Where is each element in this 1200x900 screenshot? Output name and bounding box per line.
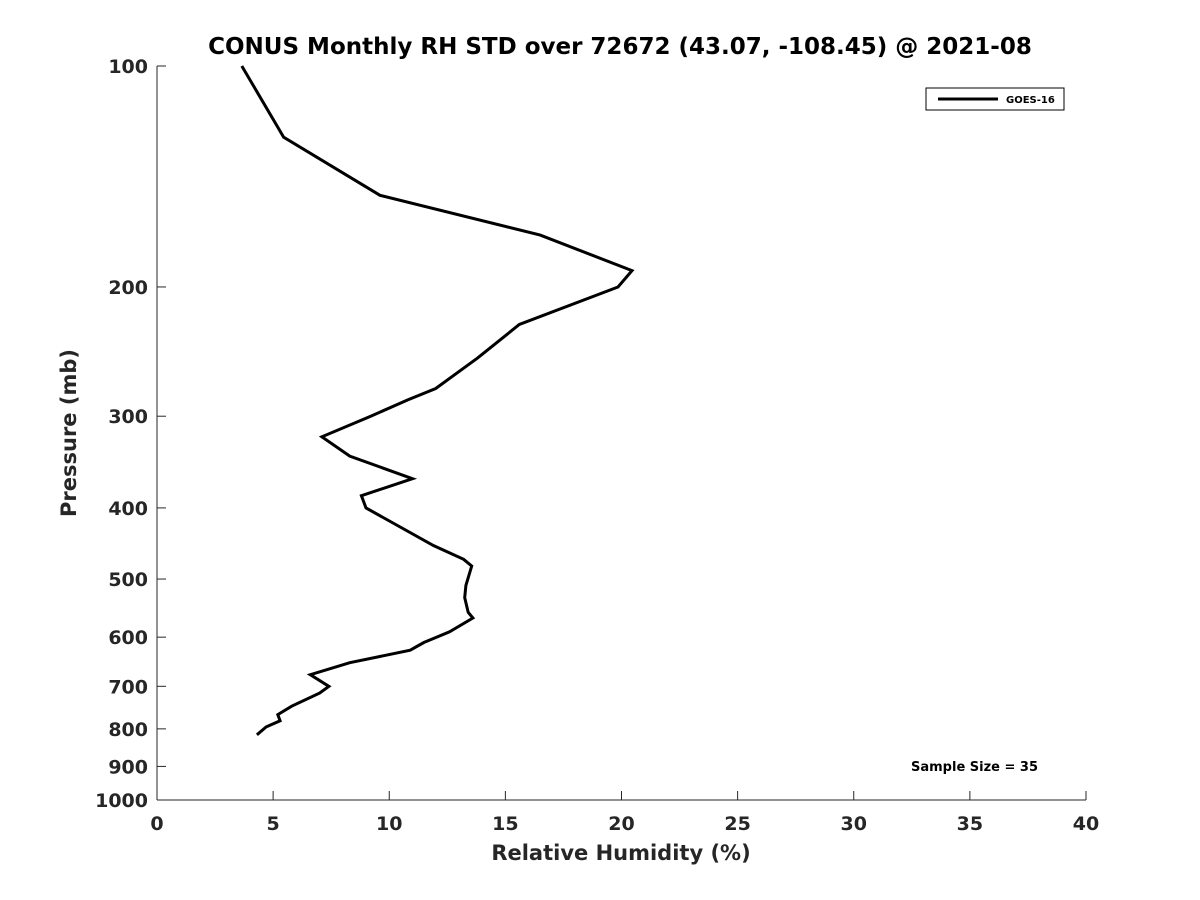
sample-size-annotation: Sample Size = 35 <box>911 760 1038 775</box>
y-tick-label: 100 <box>108 56 148 78</box>
y-tick-label: 500 <box>108 569 148 591</box>
y-tick-label: 800 <box>108 719 148 741</box>
chart-title: CONUS Monthly RH STD over 72672 (43.07, … <box>208 34 1032 60</box>
x-axis-label: Relative Humidity (%) <box>491 841 750 865</box>
x-tick-label: 15 <box>492 813 518 835</box>
x-axis-ticks: 0 5 10 15 20 25 30 35 40 <box>150 791 1099 835</box>
y-axis-label: Pressure (mb) <box>57 349 81 517</box>
y-tick-label: 900 <box>108 756 148 778</box>
y-tick-label: 700 <box>108 676 148 698</box>
y-tick-label: 1000 <box>95 790 148 812</box>
y-tick-label: 300 <box>108 406 148 428</box>
legend-label-goes-16: GOES-16 <box>1006 95 1055 106</box>
y-tick-label: 200 <box>108 277 148 299</box>
legend: GOES-16 <box>925 87 1065 111</box>
x-tick-label: 35 <box>957 813 983 835</box>
series-layer <box>240 65 635 736</box>
plot-area: 0 5 10 15 20 25 30 35 40 100 200 300 400 500 600 700 80… <box>95 56 1099 835</box>
x-tick-label: 40 <box>1073 813 1099 835</box>
x-tick-label: 20 <box>608 813 634 835</box>
x-tick-label: 30 <box>841 813 867 835</box>
x-tick-label: 5 <box>267 813 280 835</box>
y-tick-label: 600 <box>108 627 148 649</box>
y-tick-label: 400 <box>108 498 148 520</box>
y-axis-ticks: 100 200 300 400 500 600 700 800 900 1000 <box>95 56 166 812</box>
x-tick-label: 25 <box>724 813 750 835</box>
series-line-goes-16 <box>240 65 635 736</box>
x-tick-label: 0 <box>150 813 163 835</box>
x-tick-label: 10 <box>376 813 402 835</box>
